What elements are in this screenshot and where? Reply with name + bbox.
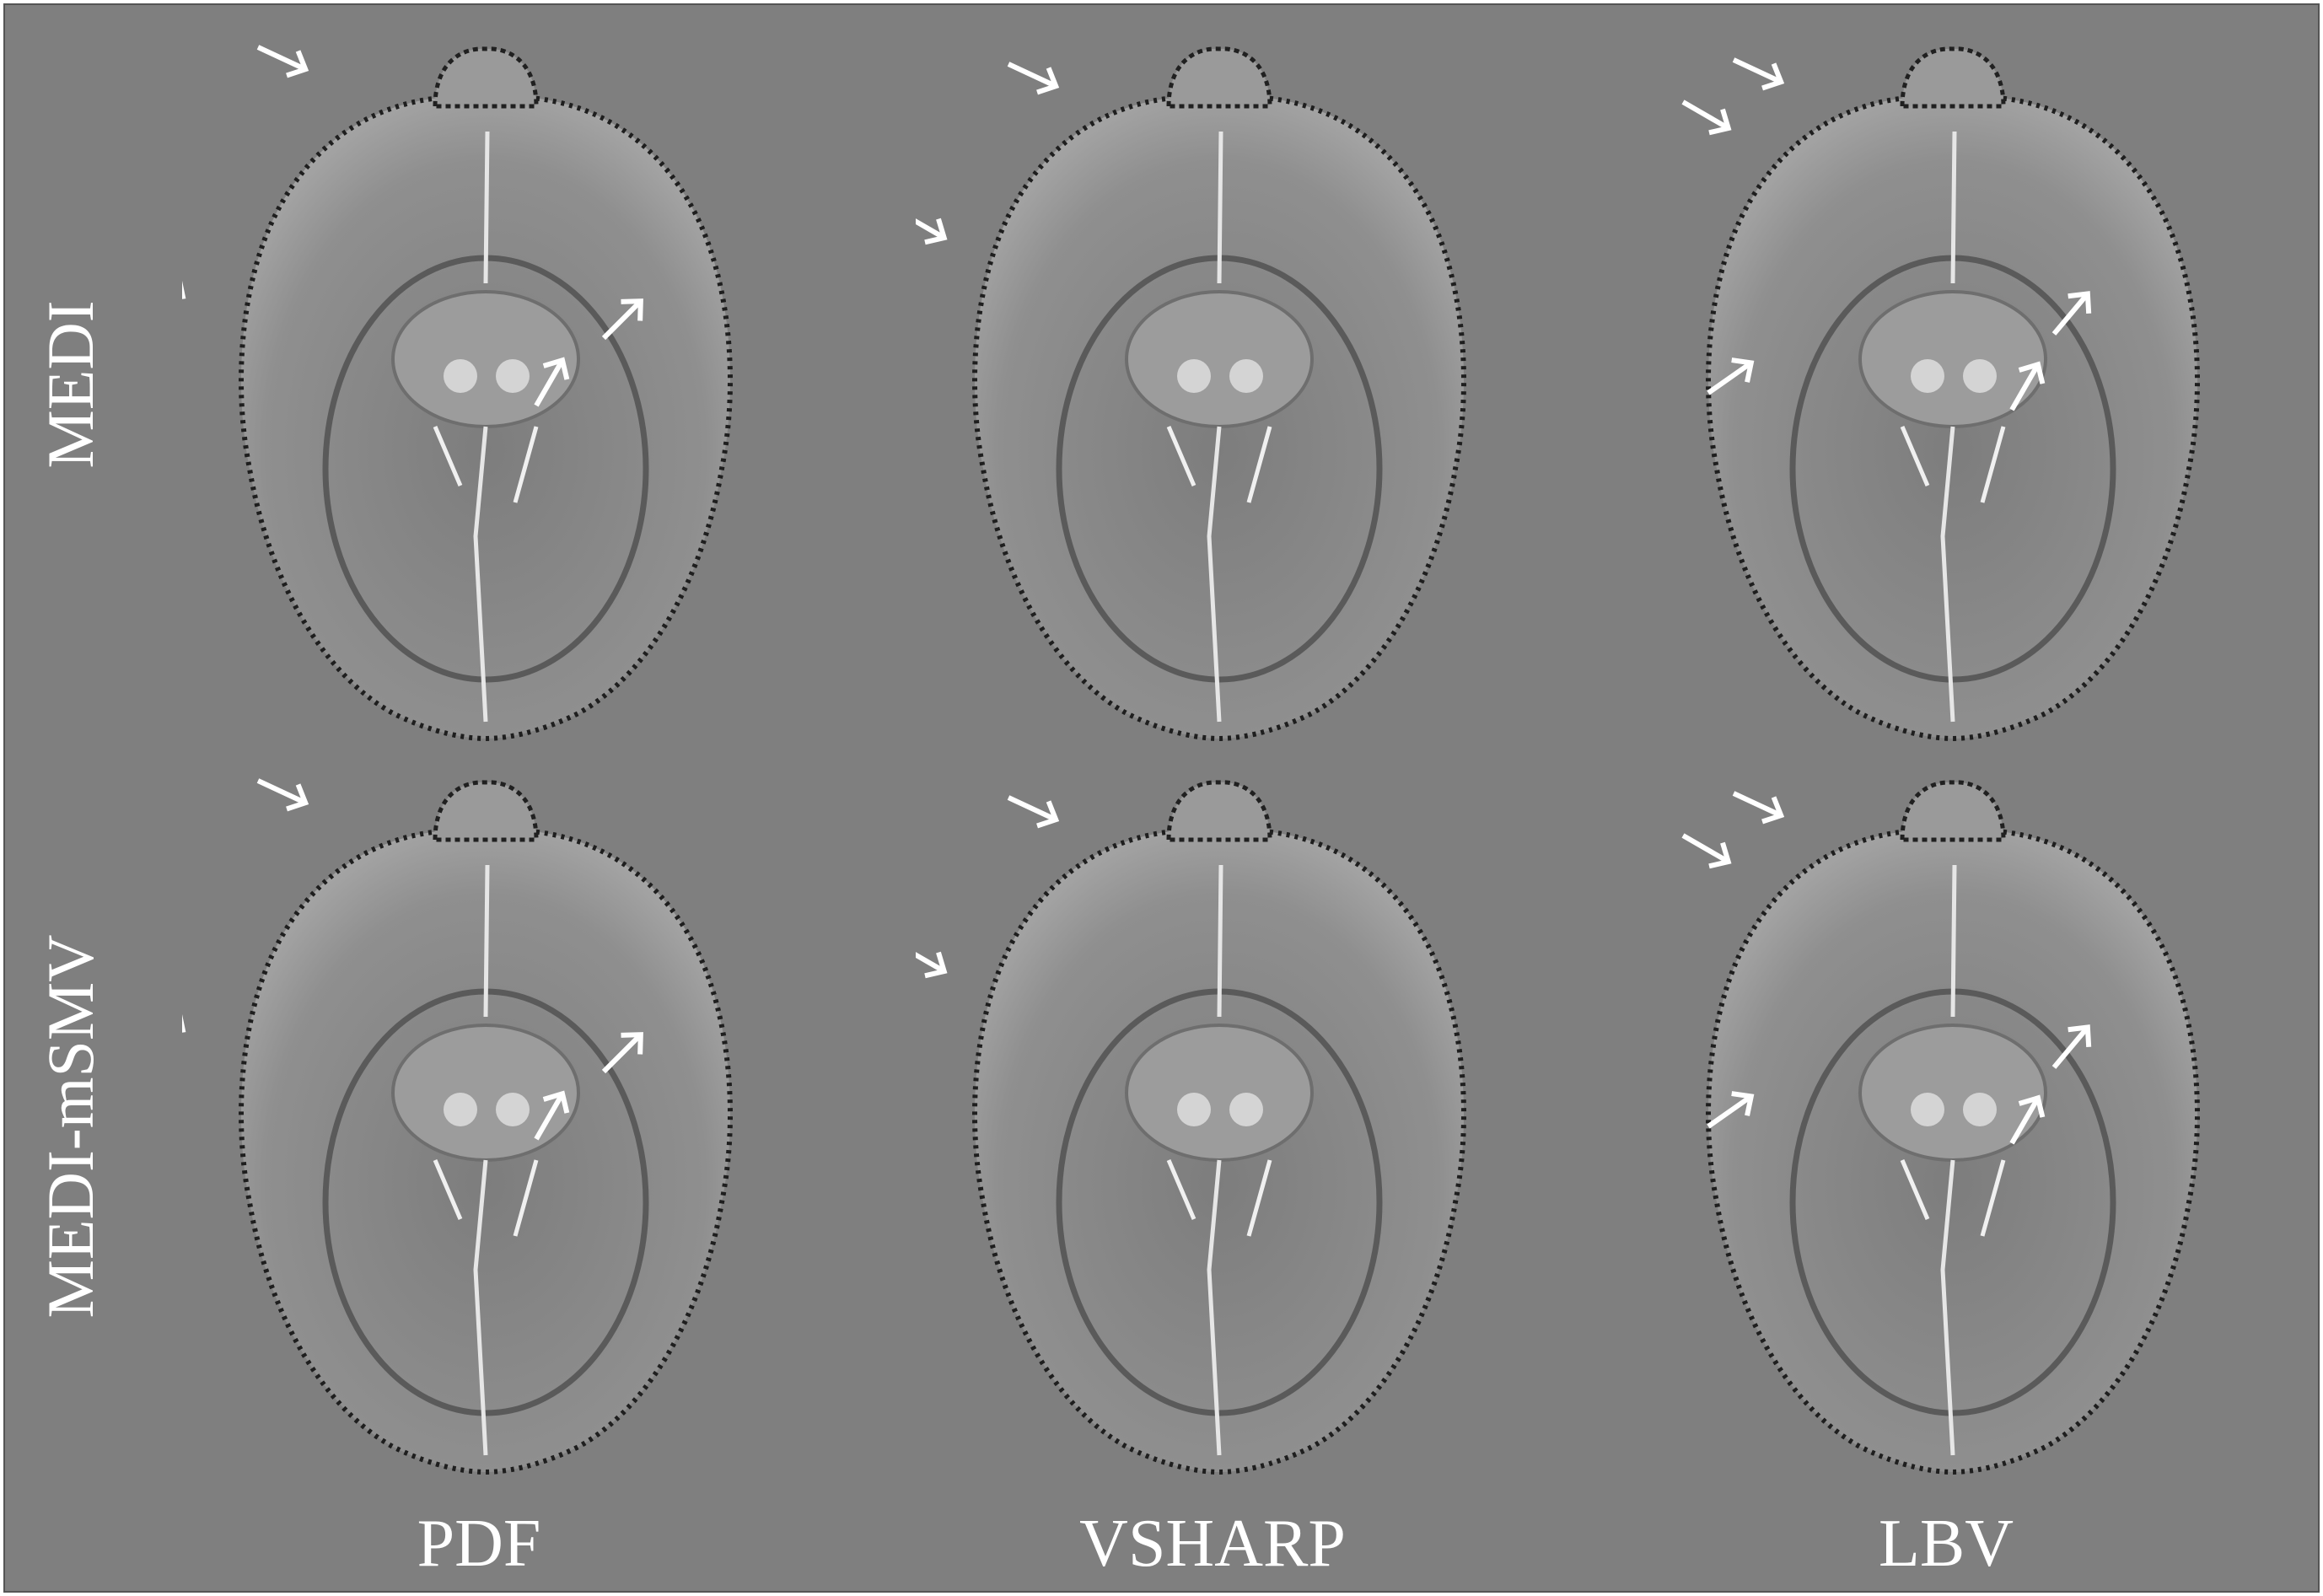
arrow-icon: [1707, 1091, 1755, 1129]
panel-medi-pdf: [182, 30, 789, 755]
row-label-medi: MEDI: [34, 300, 107, 469]
arrow-icon: [2051, 291, 2092, 336]
brain-map-image: [182, 778, 733, 1475]
arrow-icon: [2051, 1024, 2092, 1069]
arrow-icon: [1707, 357, 1755, 395]
panel-medi-msmv-pdf: [182, 764, 789, 1489]
arrow-icon: [916, 209, 948, 245]
row-label-medi-msmv: MEDI-mSMV: [34, 934, 107, 1319]
arrow-icon: [1007, 62, 1060, 95]
brain-map-image: [182, 45, 733, 742]
arrow-icon: [1681, 99, 1732, 136]
arrow-icon: [256, 778, 309, 812]
arrow-icon: [1681, 833, 1732, 869]
col-label-pdf: PDF: [417, 1507, 541, 1581]
figure-grid: MEDI MEDI-mSMV PDF VSHARP LBV: [3, 3, 2320, 1593]
panel-medi-msmv-vsharp: [916, 764, 1523, 1489]
arrow-icon: [256, 45, 309, 78]
brain-map-image: [1681, 46, 2200, 742]
brain-map-image: [916, 46, 1466, 742]
arrow-icon: [601, 298, 643, 341]
arrow-icon: [2009, 1094, 2046, 1145]
panel-medi-lbv: [1649, 30, 2256, 755]
brain-map-image: [916, 780, 1466, 1475]
col-label-lbv: LBV: [1879, 1507, 2014, 1581]
brain-map-image: [1681, 780, 2200, 1475]
panel-medi-msmv-lbv: [1649, 764, 2256, 1489]
col-label-vsharp: VSHARP: [1079, 1507, 1346, 1581]
arrow-icon: [534, 1090, 570, 1141]
arrow-icon: [1732, 57, 1785, 91]
arrow-icon: [1732, 791, 1785, 825]
arrow-icon: [916, 943, 948, 979]
arrow-icon: [2009, 361, 2046, 411]
arrow-icon: [182, 264, 186, 302]
arrow-icon: [1007, 795, 1060, 829]
arrow-icon: [182, 997, 186, 1035]
panel-medi-vsharp: [916, 30, 1523, 755]
arrow-icon: [601, 1032, 643, 1074]
arrow-icon: [534, 357, 570, 407]
